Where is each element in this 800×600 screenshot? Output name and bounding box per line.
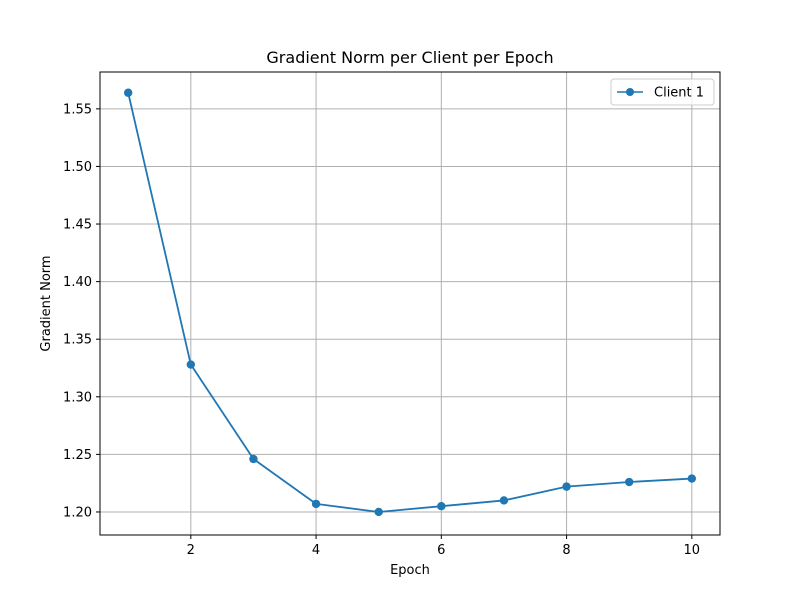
y-tick-label: 1.50: [63, 160, 92, 175]
data-point: [374, 507, 383, 517]
data-point: [311, 499, 321, 509]
chart-title: Gradient Norm per Client per Epoch: [266, 48, 553, 67]
x-axis-label: Epoch: [390, 563, 430, 578]
data-point: [562, 482, 571, 491]
x-tick-label: 4: [312, 543, 320, 558]
ticks: 2 4 6 8 10 1.20 1.25 1.30 1.35 1.40 1.45 1.50 1.55: [63, 102, 700, 558]
y-axis-label: Gradient Norm: [39, 255, 54, 351]
legend-marker: [626, 88, 634, 96]
legend: Client 1: [610, 78, 715, 106]
data-point: [249, 454, 258, 464]
series-layer: [123, 88, 697, 517]
data-point: [186, 360, 196, 369]
series-line-client-1: [127, 92, 692, 513]
plot-frame: [99, 71, 721, 536]
legend-box: [610, 78, 715, 106]
y-tick-label: 1.25: [63, 448, 92, 463]
y-tick-label: 1.55: [63, 102, 92, 117]
y-tick-label: 1.45: [63, 218, 92, 233]
y-tick-label: 1.35: [63, 333, 92, 348]
x-tick-label: 10: [684, 543, 701, 558]
data-point: [123, 88, 133, 97]
data-point: [624, 477, 634, 487]
x-tick-label: 2: [187, 543, 195, 558]
x-tick-label: 8: [562, 543, 570, 558]
y-tick-label: 1.40: [63, 275, 92, 290]
data-point: [437, 502, 446, 511]
legend-entry-client-1: Client 1: [654, 86, 704, 101]
x-tick-label: 6: [437, 543, 445, 558]
y-tick-label: 1.20: [63, 505, 92, 520]
data-point: [687, 474, 697, 483]
data-point: [499, 496, 509, 505]
y-tick-label: 1.30: [63, 390, 92, 405]
grid: [100, 72, 720, 535]
